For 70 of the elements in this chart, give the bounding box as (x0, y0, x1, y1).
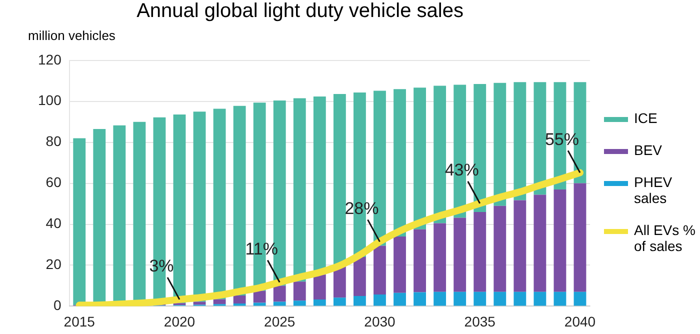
bar (193, 302, 206, 305)
bar (414, 229, 426, 292)
bar (574, 292, 586, 306)
bar (374, 246, 386, 295)
bar (554, 292, 566, 306)
legend-label: All EVs % of sales (634, 222, 696, 254)
bar (394, 292, 406, 306)
bar (233, 106, 246, 296)
bar (193, 112, 206, 302)
bar (394, 89, 406, 237)
bar (534, 82, 546, 195)
y-axis-title: million vehicles (28, 28, 116, 43)
x-tick-label: 2040 (564, 313, 596, 330)
bar (474, 292, 486, 306)
y-tick-label: 40 (46, 215, 62, 232)
x-tick-label: 2030 (364, 313, 396, 330)
bar (333, 298, 346, 306)
bar (313, 299, 326, 306)
bar (173, 114, 186, 304)
bar (313, 96, 326, 275)
bar (574, 183, 586, 292)
bar (213, 108, 226, 300)
bar (514, 82, 526, 200)
bar (434, 292, 446, 306)
legend-label: ICE (634, 110, 658, 126)
bar (253, 290, 266, 303)
bar (374, 294, 386, 306)
bar (293, 282, 306, 301)
bar (333, 94, 346, 266)
bar (73, 138, 86, 306)
bar (273, 286, 286, 302)
y-tick-label: 120 (38, 51, 62, 68)
x-tick-label: 2020 (164, 313, 196, 330)
bar (474, 212, 486, 292)
bar (414, 88, 426, 230)
bar (534, 292, 546, 306)
bar (534, 194, 546, 292)
bar (394, 236, 406, 293)
bar (293, 98, 306, 282)
bar (293, 300, 306, 306)
x-tick-label: 2015 (64, 313, 96, 330)
bar (434, 86, 446, 224)
bar (514, 292, 526, 306)
bar (414, 292, 426, 306)
bar (354, 296, 366, 306)
bar (213, 299, 226, 304)
x-tick-label: 2025 (264, 313, 296, 330)
bar (233, 296, 246, 304)
bar (313, 274, 326, 300)
y-tick-label: 100 (38, 92, 62, 108)
y-tick-label: 80 (46, 133, 62, 150)
bar (273, 302, 286, 306)
bar (454, 292, 466, 306)
bar (554, 189, 566, 292)
y-tick-label: 60 (46, 174, 62, 190)
bar (354, 257, 366, 296)
bar (494, 82, 506, 206)
y-tick-label: 0 (54, 297, 62, 314)
y-tick-label: 20 (46, 256, 62, 272)
bar (434, 223, 446, 292)
legend-label: BEV (634, 142, 662, 158)
bar (494, 206, 506, 292)
bar (333, 266, 346, 298)
x-tick-label: 2035 (464, 313, 496, 330)
bar (454, 218, 466, 292)
chart-title: Annual global light duty vehicle sales (136, 0, 464, 23)
bar (253, 302, 266, 306)
bar (494, 292, 506, 306)
legend-label: PHEV sales (634, 174, 674, 206)
bar (514, 200, 526, 292)
